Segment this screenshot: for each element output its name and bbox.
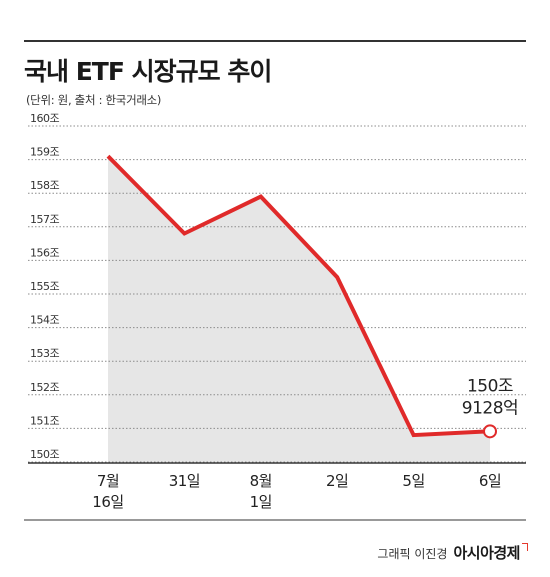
x-tick-label: 6일 (479, 472, 501, 490)
end-point-marker (483, 424, 497, 439)
y-tick-label: 156조 (30, 246, 59, 259)
chart-title: 국내 ETF 시장규모 추이 (24, 57, 272, 86)
y-tick-label: 151조 (30, 414, 59, 427)
y-tick-label: 152조 (30, 381, 59, 394)
x-tick-label: 16일 (92, 493, 123, 511)
chart-subtitle: (단위: 원, 출처 : 한국거래소) (26, 93, 162, 107)
y-tick-label: 160조 (30, 112, 59, 125)
area-fill (108, 156, 490, 462)
y-tick-label: 154조 (30, 314, 59, 327)
y-tick-label: 155조 (30, 280, 59, 293)
x-tick-label: 8월 (250, 472, 272, 490)
brand-mark-icon (522, 543, 528, 551)
series-line (106, 154, 491, 438)
y-tick-label: 153조 (30, 347, 59, 360)
top-rule (24, 40, 526, 42)
brand-logo: 아시아경제 (453, 544, 520, 562)
y-tick-label: 158조 (30, 179, 59, 192)
graphic-credit: 그래픽 이진경 (377, 547, 448, 561)
annotation-label: 150조 (467, 376, 513, 396)
x-tick-label: 7월 (97, 472, 119, 490)
footer-credit: 그래픽 이진경 아시아경제 (377, 542, 532, 563)
x-tick-label: 5일 (402, 472, 424, 490)
y-tick-label: 159조 (30, 146, 59, 159)
x-tick-label: 31일 (169, 472, 200, 490)
x-tick-label: 2일 (326, 472, 348, 490)
x-tick-label: 1일 (250, 493, 272, 511)
y-tick-label: 157조 (30, 213, 59, 226)
y-tick-label: 150조 (30, 448, 59, 461)
annotation-label: 9128억 (462, 398, 518, 418)
